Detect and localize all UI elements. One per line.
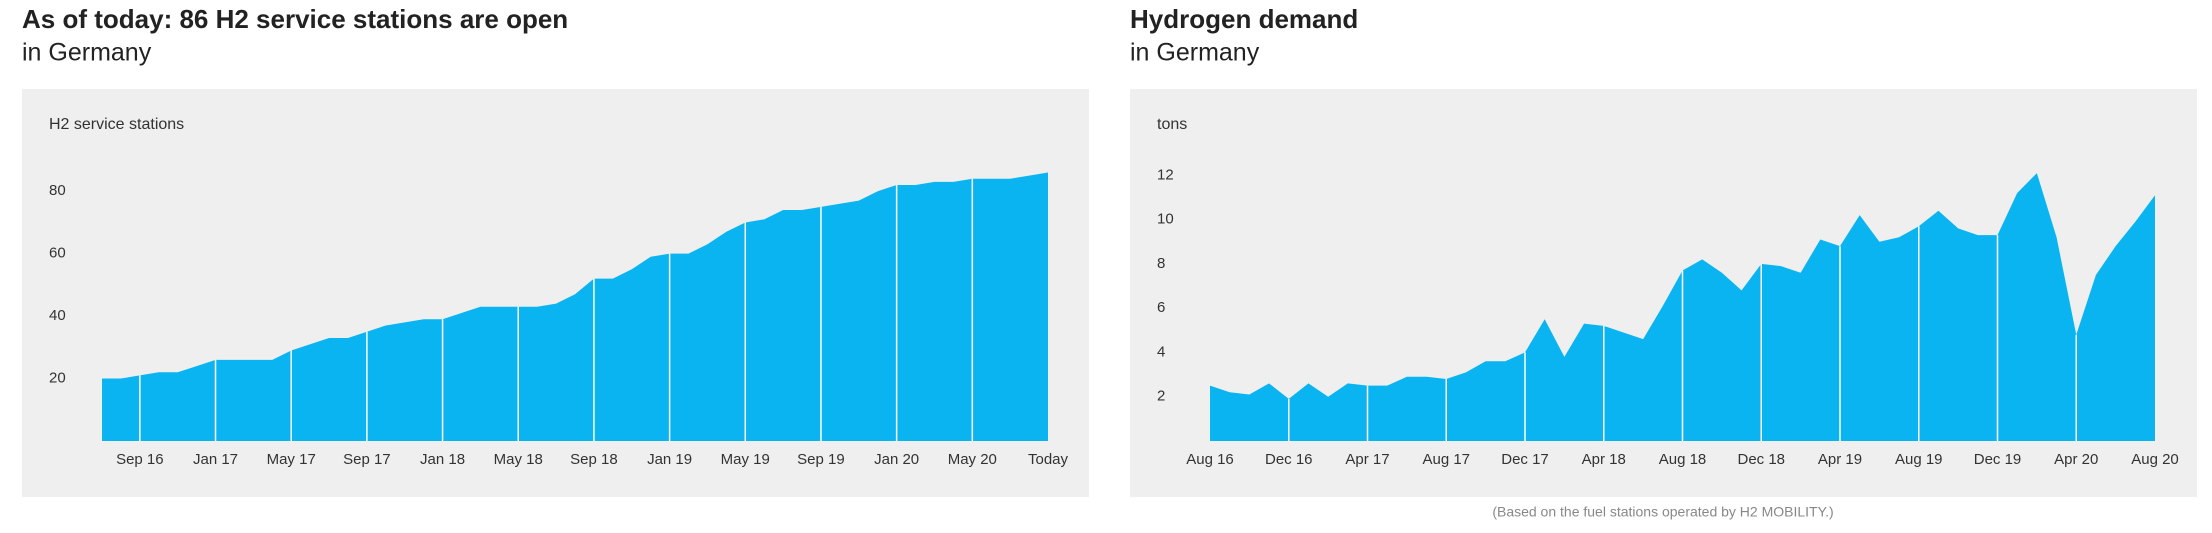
x-tick-label: May 17 xyxy=(267,451,316,468)
x-tick-label: Dec 16 xyxy=(1265,451,1313,468)
x-tick-label: Dec 18 xyxy=(1737,451,1785,468)
x-tick-label: Dec 17 xyxy=(1501,451,1549,468)
y-tick-label: 40 xyxy=(49,307,66,324)
chart-title: As of today: 86 H2 service stations are … xyxy=(22,4,568,34)
y-tick-label: 2 xyxy=(1157,388,1165,405)
y-tick-label: 4 xyxy=(1157,343,1165,360)
y-axis-label: H2 service stations xyxy=(49,116,184,133)
x-tick-label: Aug 19 xyxy=(1895,451,1943,468)
x-tick-label: Jan 18 xyxy=(420,451,465,468)
x-tick-label: Aug 17 xyxy=(1422,451,1470,468)
x-tick-label: May 19 xyxy=(721,451,770,468)
x-tick-label: Sep 17 xyxy=(343,451,391,468)
x-tick-label: Dec 19 xyxy=(1974,451,2022,468)
x-tick-label: Jan 17 xyxy=(193,451,238,468)
x-tick-label: Aug 16 xyxy=(1186,451,1234,468)
x-tick-label: Apr 19 xyxy=(1818,451,1862,468)
x-tick-label: Sep 18 xyxy=(570,451,618,468)
x-tick-label: Sep 16 xyxy=(116,451,164,468)
y-tick-label: 8 xyxy=(1157,255,1165,272)
x-tick-label: Aug 20 xyxy=(2131,451,2179,468)
x-tick-label: Jan 20 xyxy=(874,451,919,468)
y-tick-label: 10 xyxy=(1157,211,1174,228)
footnote: (Based on the fuel stations operated by … xyxy=(1492,504,1833,520)
chart-title: Hydrogen demand xyxy=(1130,4,1358,34)
chart-subtitle: in Germany xyxy=(1130,39,1260,67)
chart-subtitle: in Germany xyxy=(22,39,152,67)
x-tick-label: Today xyxy=(1028,451,1069,468)
area xyxy=(102,172,1048,441)
x-tick-label: Sep 19 xyxy=(797,451,845,468)
x-tick-label: Jan 19 xyxy=(647,451,692,468)
x-tick-label: May 20 xyxy=(948,451,997,468)
x-tick-label: Apr 20 xyxy=(2054,451,2098,468)
y-tick-label: 12 xyxy=(1157,166,1174,183)
x-tick-label: Apr 18 xyxy=(1582,451,1626,468)
y-tick-label: 6 xyxy=(1157,299,1165,316)
y-tick-label: 20 xyxy=(49,370,66,387)
x-tick-label: May 18 xyxy=(494,451,543,468)
x-tick-label: Aug 18 xyxy=(1659,451,1707,468)
y-tick-label: 60 xyxy=(49,245,66,262)
y-axis-label: tons xyxy=(1157,116,1187,133)
y-tick-label: 80 xyxy=(49,182,66,199)
x-tick-label: Apr 17 xyxy=(1345,451,1389,468)
